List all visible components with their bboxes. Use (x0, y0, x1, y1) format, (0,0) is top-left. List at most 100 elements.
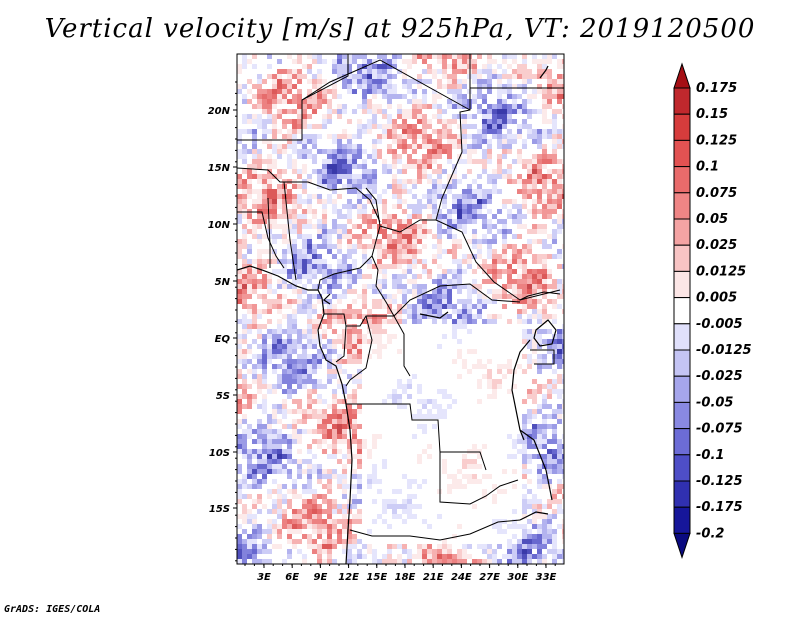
field-cell (352, 279, 357, 284)
field-cell (367, 104, 372, 109)
field-cell (392, 214, 397, 219)
field-cell (502, 284, 507, 289)
field-cell (437, 544, 442, 549)
field-cell (287, 249, 292, 254)
field-cell (302, 169, 307, 174)
field-cell (307, 544, 312, 549)
field-cell (257, 559, 262, 564)
field-cell (442, 84, 447, 89)
field-cell (257, 459, 262, 464)
field-cell (347, 404, 352, 409)
field-cell (472, 139, 477, 144)
field-cell (517, 189, 522, 194)
field-cell (487, 89, 492, 94)
field-cell (412, 164, 417, 169)
field-cell (447, 89, 452, 94)
field-cell (347, 184, 352, 189)
field-cell (292, 254, 297, 259)
field-cell (552, 79, 557, 84)
field-cell (522, 544, 527, 549)
field-cell (457, 144, 462, 149)
field-cell (502, 149, 507, 154)
field-cell (342, 494, 347, 499)
field-cell (352, 389, 357, 394)
field-cell (462, 204, 467, 209)
colorbar-label: -0.1 (696, 448, 724, 463)
field-cell (262, 274, 267, 279)
field-cell (262, 194, 267, 199)
field-cell (537, 239, 542, 244)
field-cell (522, 474, 527, 479)
field-cell (562, 549, 564, 554)
field-cell (382, 189, 387, 194)
field-cell (392, 204, 397, 209)
field-cell (522, 264, 527, 269)
field-cell (427, 194, 432, 199)
field-cell (307, 154, 312, 159)
field-cell (337, 319, 342, 324)
field-cell (417, 409, 422, 414)
field-cell (362, 204, 367, 209)
field-cell (472, 149, 477, 154)
field-cell (237, 289, 242, 294)
field-cell (357, 309, 362, 314)
field-cell (357, 344, 362, 349)
field-cell (322, 99, 327, 104)
field-cell (277, 114, 282, 119)
field-cell (392, 389, 397, 394)
field-cell (362, 109, 367, 114)
field-cell (532, 519, 537, 524)
field-cell (487, 474, 492, 479)
field-cell (502, 174, 507, 179)
colorbar-label: -0.175 (696, 500, 743, 515)
field-cell (397, 234, 402, 239)
field-cell (482, 259, 487, 264)
field-cell (322, 474, 327, 479)
field-cell (332, 399, 337, 404)
field-cell (297, 439, 302, 444)
border-burkina (237, 211, 285, 269)
field-cell (267, 489, 272, 494)
border-benin (283, 181, 297, 281)
field-cell (402, 239, 407, 244)
field-cell (497, 289, 502, 294)
field-cell (552, 179, 557, 184)
field-cell (317, 284, 322, 289)
field-cell (257, 179, 262, 184)
field-cell (467, 304, 472, 309)
field-cell (547, 344, 552, 349)
field-cell (362, 94, 367, 99)
field-cell (382, 269, 387, 274)
field-cell (557, 109, 562, 114)
field-cell (317, 244, 322, 249)
field-cell (507, 89, 512, 94)
field-cell (557, 59, 562, 64)
field-cell (502, 59, 507, 64)
field-cell (437, 184, 442, 189)
field-cell (282, 249, 287, 254)
field-cell (307, 254, 312, 259)
field-cell (562, 389, 564, 394)
field-cell (242, 194, 247, 199)
field-cell (277, 484, 282, 489)
field-cell (502, 119, 507, 124)
field-cell (322, 159, 327, 164)
field-cell (482, 214, 487, 219)
field-cell (267, 209, 272, 214)
field-cell (352, 434, 357, 439)
field-cell (377, 344, 382, 349)
field-cell (247, 384, 252, 389)
field-cell (562, 84, 564, 89)
field-cell (272, 489, 277, 494)
field-cell (312, 439, 317, 444)
field-cell (532, 424, 537, 429)
field-cell (312, 134, 317, 139)
field-cell (252, 199, 257, 204)
field-cell (512, 244, 517, 249)
field-cell (402, 244, 407, 249)
field-cell (272, 119, 277, 124)
field-cell (407, 89, 412, 94)
field-cell (387, 89, 392, 94)
field-cell (337, 134, 342, 139)
field-cell (262, 374, 267, 379)
